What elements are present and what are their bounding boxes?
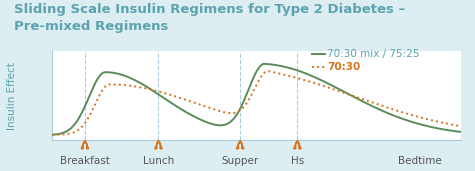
Text: Hs: Hs xyxy=(291,156,304,166)
Text: Breakfast: Breakfast xyxy=(60,156,110,166)
Text: Supper: Supper xyxy=(221,156,259,166)
Text: 70:30: 70:30 xyxy=(327,62,360,72)
Text: Insulin Effect: Insulin Effect xyxy=(7,62,17,130)
Text: Sliding Scale Insulin Regimens for Type 2 Diabetes –
Pre-mixed Regimens: Sliding Scale Insulin Regimens for Type … xyxy=(14,3,406,33)
Text: Bedtime: Bedtime xyxy=(398,156,442,166)
Text: 70:30 mix / 75:25: 70:30 mix / 75:25 xyxy=(327,49,419,59)
Text: Lunch: Lunch xyxy=(143,156,174,166)
